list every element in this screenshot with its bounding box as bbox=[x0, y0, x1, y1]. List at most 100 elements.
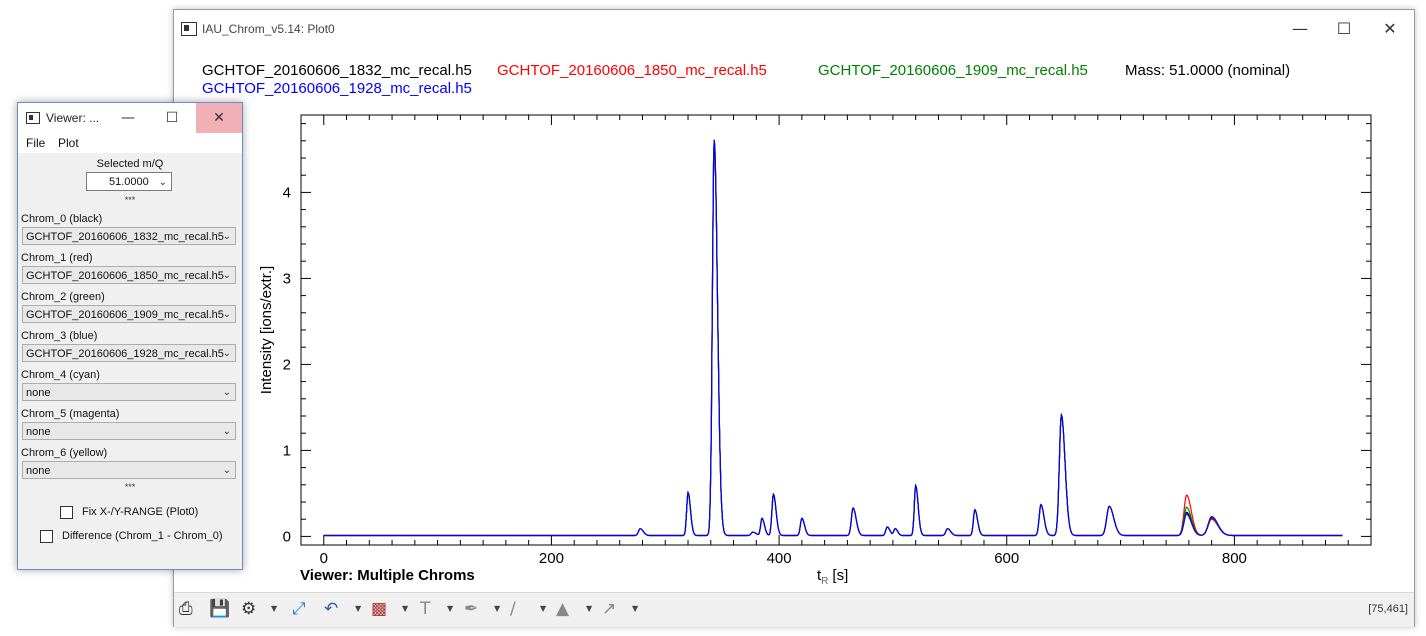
series-line-3 bbox=[323, 139, 1343, 537]
chevron-down-icon: ⌄ bbox=[158, 177, 167, 188]
chrom-label: Chrom_5 (magenta) bbox=[21, 408, 120, 420]
chevron-down-icon: ⌄ bbox=[222, 465, 231, 476]
chevron-down-icon: ⌄ bbox=[222, 426, 231, 437]
legend-file-blue: GCHTOF_20160606_1928_mc_recal.h5 bbox=[202, 80, 472, 97]
line-icon[interactable]: ∕ bbox=[510, 599, 516, 619]
y-tick-label: 1 bbox=[283, 442, 291, 459]
chrom-label: Chrom_4 (cyan) bbox=[21, 369, 100, 381]
line-dropdown-icon[interactable]: ▼ bbox=[540, 604, 547, 613]
chrom-select-1[interactable]: GCHTOF_20160606_1850_mc_recal.h5 ⌄ bbox=[22, 266, 236, 284]
chevron-down-icon: ⌄ bbox=[222, 387, 231, 398]
plot-footer-label: Viewer: Multiple Chroms bbox=[300, 567, 475, 584]
bar-chart-dropdown-icon[interactable]: ▼ bbox=[402, 604, 409, 613]
legend-file-red: GCHTOF_20160606_1850_mc_recal.h5 bbox=[497, 62, 767, 79]
chrom-select-value: GCHTOF_20160606_1928_mc_recal.h5 bbox=[26, 348, 224, 360]
chrom-select-value: GCHTOF_20160606_1850_mc_recal.h5 bbox=[26, 270, 224, 282]
x-tick-label: 600 bbox=[994, 550, 1019, 567]
legend-file-green: GCHTOF_20160606_1909_mc_recal.h5 bbox=[818, 62, 1088, 79]
chrom-select-2[interactable]: GCHTOF_20160606_1909_mc_recal.h5 ⌄ bbox=[22, 305, 236, 323]
x-tick-label: 800 bbox=[1222, 550, 1247, 567]
chromatogram-chart[interactable]: GCHTOF_20160606_1832_mc_recal.h5 GCHTOF_… bbox=[174, 48, 1414, 592]
save-icon[interactable]: 💾 bbox=[209, 599, 231, 619]
chevron-down-icon: ⌄ bbox=[222, 348, 231, 359]
viewer-title: Viewer: ... bbox=[46, 111, 100, 125]
chrom-label: Chrom_2 (green) bbox=[21, 291, 105, 303]
plot-window: IAU_Chrom_v5.14: Plot0 — ☐ ✕ GCHTOF_2016… bbox=[173, 9, 1415, 627]
close-icon[interactable]: ✕ bbox=[1383, 19, 1397, 38]
chrom-select-6[interactable]: none ⌄ bbox=[22, 461, 236, 479]
chevron-down-icon: ⌄ bbox=[222, 309, 231, 320]
undo-dropdown-icon[interactable]: ▼ bbox=[355, 604, 362, 613]
viewer-title-bar[interactable]: Viewer: ... — ☐ ✕ bbox=[18, 103, 242, 133]
selected-mq-select[interactable]: 51.0000 ⌄ bbox=[86, 172, 172, 191]
x-tick-label: 200 bbox=[539, 550, 564, 567]
chrom-label: Chrom_3 (blue) bbox=[21, 330, 98, 342]
text-dropdown-icon[interactable]: ▼ bbox=[447, 604, 454, 613]
series-line-2 bbox=[323, 139, 1343, 537]
y-tick-label: 0 bbox=[283, 528, 291, 545]
menu-plot[interactable]: Plot bbox=[58, 136, 79, 150]
print-icon[interactable]: ⎙ bbox=[179, 599, 193, 619]
viewer-close-icon[interactable]: ✕ bbox=[196, 103, 242, 133]
fix-range-checkbox[interactable] bbox=[60, 506, 73, 519]
selected-mq-value: 51.0000 bbox=[109, 176, 149, 188]
window-title: IAU_Chrom_v5.14: Plot0 bbox=[202, 22, 335, 36]
x-axis-label-main: t bbox=[817, 567, 822, 584]
chrom-label: Chrom_0 (black) bbox=[21, 213, 103, 225]
separator: *** bbox=[124, 195, 136, 205]
cursor-coords: [75,461] bbox=[1368, 603, 1408, 615]
undo-icon[interactable]: ↶ bbox=[324, 599, 339, 619]
viewer-maximize-icon[interactable]: ☐ bbox=[165, 110, 179, 126]
arrow-dropdown-icon[interactable]: ▼ bbox=[632, 604, 639, 613]
selected-mq-label: Selected m/Q bbox=[96, 158, 164, 170]
maximize-icon[interactable]: ☐ bbox=[1336, 19, 1352, 38]
zoom-fit-icon[interactable]: ⤢ bbox=[292, 599, 306, 619]
minimize-icon[interactable]: — bbox=[1292, 19, 1308, 38]
chrom-select-0[interactable]: GCHTOF_20160606_1832_mc_recal.h5 ⌄ bbox=[22, 227, 236, 245]
chrom-select-value: none bbox=[26, 387, 51, 399]
y-tick-label: 2 bbox=[283, 356, 291, 373]
settings-icon[interactable]: ⚙ bbox=[241, 599, 257, 619]
fill-dropdown-icon[interactable]: ▼ bbox=[586, 604, 593, 613]
chrom-select-3[interactable]: GCHTOF_20160606_1928_mc_recal.h5 ⌄ bbox=[22, 344, 236, 362]
chrom-select-4[interactable]: none ⌄ bbox=[22, 383, 236, 401]
brush-icon[interactable]: ✒ bbox=[464, 599, 479, 619]
plot-area[interactable]: GCHTOF_20160606_1832_mc_recal.h5 GCHTOF_… bbox=[174, 48, 1414, 592]
chrom-label: Chrom_1 (red) bbox=[21, 252, 93, 264]
chrom-select-value: GCHTOF_20160606_1832_mc_recal.h5 bbox=[26, 231, 224, 243]
x-axis-label-sub: R bbox=[821, 576, 828, 587]
separator: *** bbox=[124, 482, 136, 492]
title-bar[interactable]: IAU_Chrom_v5.14: Plot0 — ☐ ✕ bbox=[174, 10, 1414, 48]
difference-checkbox[interactable] bbox=[40, 530, 53, 543]
legend-file-black: GCHTOF_20160606_1832_mc_recal.h5 bbox=[202, 62, 472, 79]
fix-range-label: Fix X-/Y-RANGE (Plot0) bbox=[82, 506, 199, 518]
series-line-1 bbox=[323, 139, 1343, 537]
x-tick-label: 400 bbox=[767, 550, 792, 567]
legend-mass: Mass: 51.0000 (nominal) bbox=[1125, 62, 1290, 79]
chrom-label: Chrom_6 (yellow) bbox=[21, 447, 108, 459]
text-icon[interactable]: T bbox=[420, 599, 431, 619]
menu-file[interactable]: File bbox=[26, 136, 46, 150]
x-tick-label: 0 bbox=[320, 550, 328, 567]
viewer-minimize-icon[interactable]: — bbox=[121, 110, 135, 126]
bar-chart-icon[interactable]: ▩ bbox=[371, 599, 388, 619]
viewer-window: Viewer: ... — ☐ ✕ File Plot Selected m/Q… bbox=[17, 102, 243, 570]
x-axis-label-unit: [s] bbox=[832, 567, 848, 584]
settings-dropdown-icon[interactable]: ▼ bbox=[271, 604, 278, 613]
plot-frame bbox=[300, 114, 1372, 546]
chevron-down-icon: ⌄ bbox=[222, 270, 231, 281]
fill-icon[interactable]: ▲ bbox=[556, 599, 570, 619]
x-axis-label: tR [s] bbox=[817, 567, 848, 587]
chevron-down-icon: ⌄ bbox=[222, 231, 231, 242]
y-axis-label: Intensity [ions/extr.] bbox=[258, 266, 275, 394]
arrow-icon[interactable]: ↗ bbox=[602, 599, 617, 619]
viewer-app-icon bbox=[26, 112, 40, 124]
brush-dropdown-icon[interactable]: ▼ bbox=[494, 604, 501, 613]
y-tick-label: 4 bbox=[283, 184, 291, 201]
chrom-select-value: GCHTOF_20160606_1909_mc_recal.h5 bbox=[26, 309, 224, 321]
chrom-select-5[interactable]: none ⌄ bbox=[22, 422, 236, 440]
app-icon bbox=[181, 22, 197, 36]
toolbar: ⎙ 💾 ⚙ ▼ ⤢ ↶ ▼ ▩ ▼ T ▼ ✒ ▼ ∕ ▼ ▲ ▼ ↗ ▼ [7… bbox=[174, 592, 1414, 627]
chrom-select-value: none bbox=[26, 426, 51, 438]
chrom-select-value: none bbox=[26, 465, 51, 477]
